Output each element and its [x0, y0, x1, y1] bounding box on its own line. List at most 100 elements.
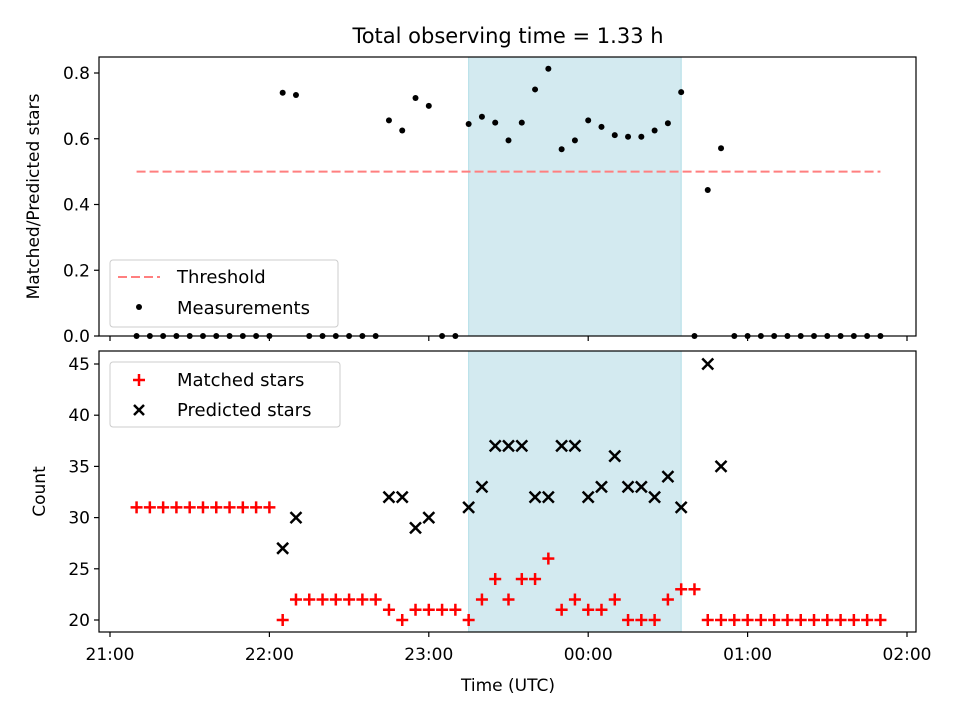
measurements-legend-label: Measurements: [177, 298, 310, 319]
measurement-point: [651, 127, 658, 134]
bottom-plot-frame: [98, 350, 917, 633]
measurement-point: [505, 137, 512, 144]
predicted-star-point: [621, 480, 635, 494]
top-y-tick-label: 0.0: [63, 327, 90, 347]
measurement-point: [638, 133, 645, 140]
predicted-star-point: [502, 439, 515, 453]
matched-star-point: [568, 593, 581, 606]
top-x-ticks: [109, 336, 908, 341]
x-tick-label: 02:00: [883, 645, 932, 665]
measurement-point: [611, 132, 618, 139]
bottom-y-tick-label: 30: [68, 509, 90, 529]
bottom-legend-box: [109, 361, 341, 428]
predicted-star-point: [528, 490, 542, 504]
bottom-y-tick-label: 20: [68, 611, 90, 631]
predicted-star-point: [409, 521, 422, 535]
matched-star-point: [316, 593, 329, 606]
matched-star-point: [794, 614, 807, 626]
x-tick-label: 22:00: [245, 645, 294, 665]
matched-star-point: [515, 573, 528, 586]
matched-star-point: [821, 614, 834, 626]
matched-star-point: [382, 603, 395, 616]
measurement-point: [585, 117, 592, 124]
predicted-star-point: [488, 439, 502, 453]
matched-star-point: [648, 614, 661, 626]
measurement-point: [478, 113, 485, 120]
matched-star-point: [542, 552, 555, 565]
matched-star-point: [183, 501, 196, 514]
matched-star-point: [475, 593, 488, 606]
matched-star-point: [661, 593, 674, 606]
threshold-legend-label: Threshold: [176, 267, 266, 288]
predicted-star-point: [608, 449, 622, 463]
predicted-star-point: [289, 511, 303, 524]
top-y-tick-label: 0.6: [63, 130, 90, 150]
matched-star-point: [861, 614, 874, 626]
top-y-tick-label: 0.8: [63, 64, 90, 84]
matched-star-point: [635, 614, 648, 626]
predicted-star-point: [515, 439, 529, 453]
matched-star-point: [396, 614, 409, 626]
matched-star-point: [276, 614, 289, 626]
matched-star-point: [436, 603, 449, 616]
bottom-x-ticks: 21:00 22:00 23:00 00:00 01:00 02:00: [86, 632, 932, 665]
predicted-star-point: [634, 480, 648, 494]
bottom-y-tick-label: 40: [68, 406, 90, 426]
matched-star-point: [196, 501, 209, 514]
matched-star-point: [582, 603, 595, 616]
measurement-point: [558, 146, 565, 153]
predicted-star-point: [555, 439, 569, 453]
observing-window-span-top: [468, 56, 682, 337]
bottom-legend: Matched stars Predicted stars: [109, 361, 341, 428]
predicted-star-point: [276, 541, 290, 555]
predicted-star-point: [541, 490, 555, 504]
measurement-point: [664, 120, 671, 127]
matched-star-point: [329, 593, 342, 606]
measurement-point: [532, 86, 539, 93]
matched-star-point: [847, 614, 860, 626]
matched-star-point: [462, 614, 475, 626]
predicted-stars-points: [276, 357, 728, 555]
measurement-point: [718, 145, 725, 152]
top-legend-box: [109, 259, 339, 328]
matched-star-point: [754, 614, 767, 626]
x-tick-label: 01:00: [723, 645, 772, 665]
matched-star-point: [608, 593, 621, 606]
matched-star-point: [289, 593, 302, 606]
matched-star-point: [728, 614, 741, 626]
predicted-stars-legend-label: Predicted stars: [177, 400, 311, 421]
matched-star-point: [449, 603, 462, 616]
matched-star-point: [834, 614, 847, 626]
measurement-point: [465, 120, 472, 127]
matched-star-point: [874, 614, 887, 626]
predicted-star-point: [422, 511, 436, 524]
bottom-y-ticks: 20 25 30 35 40 45: [68, 355, 99, 631]
bottom-y-tick-label: 45: [68, 355, 90, 375]
predicted-star-point: [661, 470, 675, 484]
x-tick-label: 21:00: [86, 645, 135, 665]
matched-star-point: [170, 501, 183, 514]
predicted-star-point: [648, 490, 662, 504]
measurement-point: [412, 94, 419, 101]
matched-star-point: [489, 573, 502, 586]
predicted-star-point: [674, 500, 688, 514]
matched-star-point: [529, 573, 542, 586]
measurement-point: [518, 119, 525, 126]
measurement-point: [545, 65, 552, 72]
x-tick-label: 23:00: [404, 645, 453, 665]
predicted-star-point: [595, 480, 608, 494]
matched-star-point: [263, 501, 276, 514]
top-y-tick-label: 0.4: [63, 196, 90, 216]
matched-star-point: [236, 501, 249, 514]
measurement-point: [598, 123, 605, 130]
matched-star-point: [303, 593, 316, 606]
measurement-point: [385, 117, 392, 124]
matched-star-point: [675, 583, 688, 596]
matched-star-point: [409, 603, 422, 616]
matched-stars-legend-swatch: [133, 374, 145, 386]
matched-star-point: [555, 603, 568, 616]
measurement-point: [678, 89, 685, 96]
matched-star-point: [223, 501, 236, 514]
matched-star-point: [143, 501, 156, 514]
